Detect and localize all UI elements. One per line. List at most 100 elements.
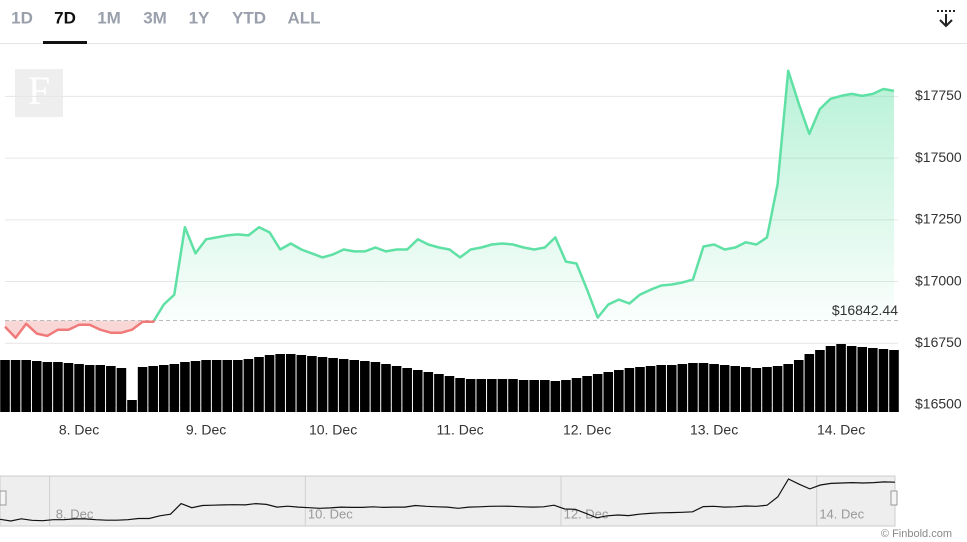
volume-bar bbox=[497, 379, 508, 412]
volume-bar bbox=[423, 372, 434, 412]
tab-underline bbox=[43, 41, 87, 44]
volume-bar bbox=[84, 365, 95, 412]
volume-bar bbox=[148, 366, 158, 412]
volume-bar bbox=[508, 379, 518, 412]
volume-bar bbox=[571, 378, 582, 412]
volume-bar bbox=[592, 374, 603, 412]
volume-bar bbox=[772, 366, 783, 412]
volume-bar bbox=[434, 374, 444, 412]
x-tick-label: 12. Dec bbox=[563, 422, 611, 438]
volume-bar bbox=[137, 367, 148, 412]
volume-bar bbox=[349, 360, 360, 412]
volume-bar bbox=[656, 365, 666, 412]
volume-bar bbox=[582, 376, 592, 412]
volume-bar bbox=[370, 362, 381, 412]
volume-bar bbox=[878, 349, 889, 412]
volume-bar bbox=[254, 357, 264, 412]
volume-bar bbox=[381, 364, 391, 412]
volume-bar bbox=[529, 380, 539, 412]
x-tick-label: 13. Dec bbox=[690, 422, 738, 438]
y-tick-label: $16750 bbox=[915, 334, 962, 350]
volume-bar bbox=[815, 350, 825, 412]
navigator-line bbox=[0, 478, 896, 522]
volume-bar bbox=[243, 359, 254, 412]
volume-bar bbox=[518, 380, 529, 412]
volume-bar bbox=[698, 363, 709, 412]
volume-bar bbox=[455, 378, 465, 412]
volume-bar bbox=[211, 360, 222, 412]
volume-bar bbox=[476, 379, 487, 412]
volume-bar bbox=[338, 359, 349, 412]
volume-bar bbox=[719, 365, 730, 412]
volume-bar bbox=[31, 361, 42, 412]
volume-bar bbox=[624, 368, 635, 412]
volume-bar bbox=[190, 361, 201, 412]
volume-bar bbox=[21, 360, 31, 412]
volume-bar bbox=[666, 365, 677, 412]
navigator[interactable] bbox=[0, 475, 896, 527]
volume-bar bbox=[402, 368, 412, 412]
volume-bar bbox=[285, 354, 296, 412]
volume-bar bbox=[201, 360, 211, 412]
x-tick-label: 14. Dec bbox=[817, 422, 865, 438]
navigator-label: 8. Dec bbox=[56, 506, 94, 521]
volume-bar bbox=[391, 366, 402, 412]
navigator-handle[interactable] bbox=[890, 490, 898, 506]
volume-bar bbox=[561, 380, 571, 412]
volume-bar bbox=[444, 376, 455, 412]
volume-bar bbox=[825, 346, 836, 412]
volume-bar bbox=[10, 360, 21, 412]
baseline-label: $16842.44 bbox=[832, 302, 898, 318]
volume-bar bbox=[846, 346, 857, 412]
volume-bar bbox=[222, 360, 233, 412]
volume-bar bbox=[677, 364, 688, 412]
volume-bar bbox=[106, 366, 116, 412]
volume-bar bbox=[317, 357, 328, 412]
volume-bar bbox=[465, 379, 476, 412]
x-tick-label: 11. Dec bbox=[436, 422, 483, 438]
volume-bar bbox=[0, 360, 10, 412]
area-above bbox=[154, 70, 894, 321]
volume-bar bbox=[603, 372, 614, 412]
volume-bar bbox=[74, 364, 84, 412]
volume-bar bbox=[783, 364, 793, 412]
navigator-label: 10. Dec bbox=[308, 506, 353, 521]
svg-text:F: F bbox=[28, 68, 50, 113]
range-tab[interactable]: 1M bbox=[97, 8, 121, 27]
range-tab[interactable]: 3M bbox=[143, 8, 167, 27]
volume-bar bbox=[53, 362, 63, 412]
volume-bar bbox=[127, 400, 137, 412]
volume-bar bbox=[42, 362, 53, 412]
volume-bar bbox=[307, 356, 317, 412]
volume-bar bbox=[762, 367, 772, 412]
volume-bar bbox=[889, 350, 899, 412]
y-tick-label: $16500 bbox=[915, 396, 962, 412]
y-tick-label: $17250 bbox=[915, 211, 962, 227]
volume-bar bbox=[158, 365, 169, 412]
range-tab[interactable]: YTD bbox=[232, 8, 266, 27]
volume-bar bbox=[487, 379, 497, 412]
volume-bar bbox=[360, 361, 370, 412]
volume-bar bbox=[804, 354, 815, 412]
volume-bar bbox=[836, 344, 846, 412]
volume-bar bbox=[793, 360, 804, 412]
navigator-handle[interactable] bbox=[0, 490, 7, 506]
area-below bbox=[5, 320, 894, 338]
range-tab[interactable]: 7D bbox=[54, 8, 76, 27]
range-tab[interactable]: 1D bbox=[11, 8, 33, 27]
download-icon[interactable] bbox=[937, 10, 955, 28]
volume-bar bbox=[857, 347, 868, 412]
x-tick-label: 10. Dec bbox=[309, 422, 357, 438]
range-tab[interactable]: 1Y bbox=[189, 8, 210, 27]
volume-bar bbox=[614, 370, 624, 412]
logo: F bbox=[15, 68, 63, 117]
volume-bar bbox=[539, 380, 550, 412]
x-tick-label: 8. Dec bbox=[59, 422, 99, 438]
x-tick-label: 9. Dec bbox=[186, 422, 226, 438]
price-line bbox=[4, 69, 895, 340]
range-tab[interactable]: ALL bbox=[287, 8, 320, 27]
y-tick-label: $17750 bbox=[915, 87, 962, 103]
volume-bar bbox=[741, 367, 751, 412]
volume-bar bbox=[868, 348, 878, 412]
